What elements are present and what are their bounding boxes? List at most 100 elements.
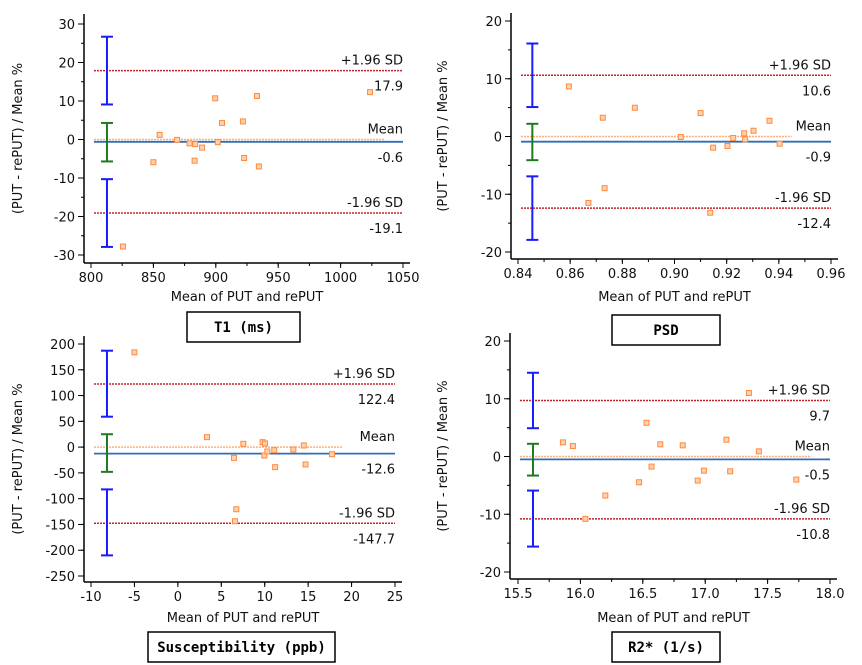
data-point bbox=[602, 492, 609, 499]
panel-title-box bbox=[186, 311, 301, 343]
data-point bbox=[700, 467, 707, 474]
x-tick-label: 5 bbox=[217, 590, 225, 605]
y-tick-label: -250 bbox=[45, 570, 75, 585]
x-tick-label: 0.88 bbox=[608, 267, 637, 282]
y-tick-label: 0 bbox=[67, 441, 75, 456]
data-point bbox=[150, 159, 157, 166]
data-point bbox=[212, 95, 219, 102]
panel-title: PSD bbox=[653, 323, 678, 339]
y-tick-label: 50 bbox=[58, 415, 75, 430]
data-point bbox=[679, 442, 686, 449]
x-tick-label: 0.86 bbox=[556, 267, 585, 282]
upper-sd-ci-bar bbox=[526, 42, 539, 109]
upper-sd-ci-bar bbox=[526, 371, 539, 430]
y-tick-label: -10 bbox=[481, 188, 502, 203]
data-point bbox=[253, 92, 260, 99]
mean-ci-bar bbox=[526, 442, 539, 477]
data-point bbox=[755, 448, 762, 455]
lower-sd-value: -12.4 bbox=[797, 217, 831, 232]
y-tick-label: -20 bbox=[54, 211, 75, 226]
data-point bbox=[233, 506, 240, 513]
data-point bbox=[271, 447, 278, 454]
mean-ci-bar bbox=[100, 121, 113, 163]
data-point bbox=[697, 110, 704, 117]
data-point bbox=[261, 440, 268, 447]
lower-sd-ci-bar bbox=[100, 178, 113, 248]
lower-sd-ci-bar bbox=[100, 488, 113, 557]
y-tick-label: 0 bbox=[67, 134, 75, 149]
y-tick-label: -150 bbox=[45, 518, 75, 533]
x-tick-label: 850 bbox=[141, 271, 166, 286]
y-axis-title: (PUT - rePUT) / Mean % bbox=[436, 60, 451, 211]
data-point bbox=[657, 441, 664, 448]
data-point bbox=[241, 154, 248, 161]
x-tick-label: 0 bbox=[174, 590, 182, 605]
y-axis-title: (PUT - rePUT) / Mean % bbox=[436, 380, 451, 531]
data-point bbox=[559, 439, 566, 446]
y-tick-label: 0 bbox=[494, 131, 502, 146]
data-point bbox=[255, 163, 262, 170]
data-point bbox=[585, 199, 592, 206]
upper-sd-ci-bar bbox=[100, 35, 113, 106]
lower-sd-label: -1.96 SD bbox=[347, 196, 403, 211]
panel-3: -10 -5 0 5 10 15 20 25-250-200-150-100-50050100… bbox=[11, 336, 404, 663]
lower-sd-ci-bar bbox=[526, 489, 539, 548]
y-tick-label: 20 bbox=[485, 15, 502, 30]
data-point bbox=[730, 135, 737, 142]
upper-sd-label: +1.96 SD bbox=[333, 367, 395, 382]
data-point bbox=[643, 419, 650, 426]
data-point bbox=[599, 114, 606, 121]
data-point bbox=[793, 476, 800, 483]
y-tick-label: -10 bbox=[54, 172, 75, 187]
data-point bbox=[723, 436, 730, 443]
x-tick-label: 16.5 bbox=[628, 587, 657, 602]
upper-sd-value: 9.7 bbox=[809, 409, 830, 424]
lower-sd-label: -1.96 SD bbox=[339, 506, 395, 521]
x-tick-label: 0.90 bbox=[660, 267, 689, 282]
data-point bbox=[741, 130, 748, 137]
panel-4: 15.5 16.0 16.5 17.0 17.5 18.0 -20 -10 0 10 20 +1.96… bbox=[436, 333, 845, 663]
y-tick-label: -20 bbox=[480, 566, 501, 581]
data-point bbox=[232, 518, 239, 525]
data-point bbox=[694, 477, 701, 484]
data-point bbox=[710, 144, 717, 151]
data-point bbox=[745, 389, 752, 396]
x-tick-label: 0.96 bbox=[817, 267, 846, 282]
mean-value: -0.5 bbox=[805, 468, 830, 483]
x-tick-label: 15.5 bbox=[504, 587, 533, 602]
mean-value: -12.6 bbox=[361, 463, 395, 478]
data-point bbox=[569, 443, 576, 450]
data-point bbox=[192, 141, 199, 148]
data-point bbox=[742, 136, 749, 143]
x-tick-label: 10 bbox=[256, 590, 273, 605]
panel-title-box bbox=[611, 631, 721, 663]
data-point bbox=[119, 243, 126, 250]
y-tick-label: 200 bbox=[50, 338, 75, 353]
y-tick-label: -20 bbox=[481, 246, 502, 261]
upper-sd-value: 122.4 bbox=[358, 393, 395, 408]
x-tick-label: 0.92 bbox=[712, 267, 741, 282]
data-point bbox=[240, 440, 247, 447]
y-tick-label: -50 bbox=[54, 467, 75, 482]
upper-sd-label: +1.96 SD bbox=[769, 58, 831, 73]
mean-label: Mean bbox=[795, 440, 830, 455]
data-point bbox=[230, 454, 237, 461]
lower-sd-ci-bar bbox=[526, 175, 539, 241]
y-tick-label: 10 bbox=[485, 73, 502, 88]
x-tick-label: 25 bbox=[387, 590, 404, 605]
data-point bbox=[724, 142, 731, 149]
data-point bbox=[204, 434, 211, 441]
x-tick-label: 800 bbox=[79, 271, 104, 286]
y-tick-label: 10 bbox=[58, 95, 75, 110]
panel-title: Susceptibility (ppb) bbox=[157, 640, 326, 656]
data-point bbox=[766, 117, 773, 124]
panel-1: 800 850 900 950 1000 1050 -30 -20 -10 0 10 20 30 +1.9… bbox=[11, 14, 420, 343]
data-point bbox=[290, 446, 297, 453]
y-tick-label: 20 bbox=[58, 57, 75, 72]
mean-value: -0.6 bbox=[378, 151, 403, 166]
x-tick-label: 17.0 bbox=[691, 587, 720, 602]
x-tick-label: 18.0 bbox=[816, 587, 845, 602]
data-point bbox=[631, 104, 638, 111]
upper-sd-label: +1.96 SD bbox=[768, 383, 830, 398]
